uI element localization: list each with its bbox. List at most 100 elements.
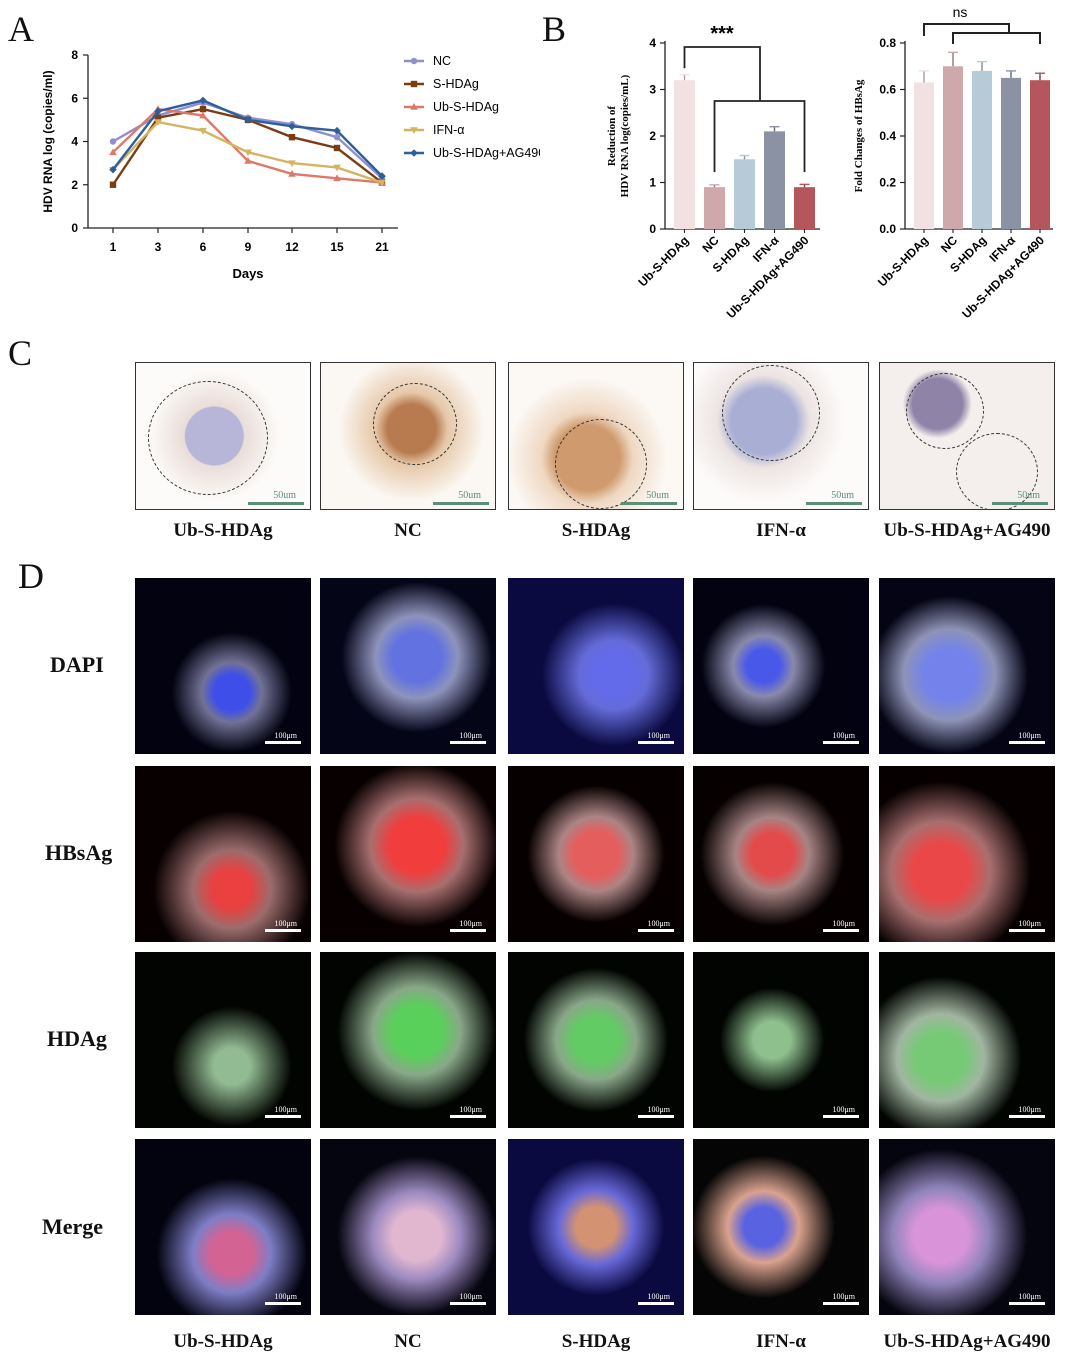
y-tick-label: 2 [649, 129, 656, 143]
y-tick-label: 0.8 [879, 36, 896, 50]
data-point [333, 144, 341, 152]
if-image: 100μm [320, 578, 496, 754]
scale-bar [823, 741, 859, 744]
scale-bar [823, 1302, 859, 1305]
y-tick-label: 1 [649, 176, 656, 190]
y-tick-label: 0 [71, 221, 78, 235]
data-point [199, 105, 207, 113]
bar [1001, 77, 1021, 229]
scale-bar-label: 100μm [459, 919, 482, 928]
scale-bar [823, 1115, 859, 1118]
scale-bar [450, 1302, 486, 1305]
y-tick-label: 2 [71, 178, 78, 192]
y-tick-label: 0.6 [879, 83, 896, 97]
series-line [112, 99, 383, 177]
dashed-circle [722, 365, 820, 461]
dashed-circle [906, 373, 984, 449]
if-caption: NC [394, 1331, 422, 1352]
x-tick-label: NC [699, 233, 721, 255]
x-tick-label: 9 [245, 240, 252, 254]
y-tick-label: 4 [649, 36, 656, 50]
panel-a-letter: A [8, 9, 34, 49]
data-point [288, 133, 296, 141]
if-image: 100μm [135, 1139, 311, 1315]
y-tick-label: 8 [71, 48, 78, 62]
x-tick-label: 3 [155, 240, 162, 254]
bar [764, 131, 785, 229]
data-point [199, 127, 207, 135]
scale-bar-label: 50um [646, 490, 669, 501]
scale-bar [1009, 741, 1045, 744]
scale-bar-label: 100μm [459, 731, 482, 740]
scale-bar [1009, 929, 1045, 932]
data-point [333, 126, 341, 135]
scale-bar-label: 100μm [832, 1292, 855, 1301]
scale-bar-label: 100μm [274, 919, 297, 928]
ihc-image: 50um [508, 362, 684, 510]
line-chart-hdv-rna: 0 2 4 6 8 1 3 6 9 12 15 21 Days HDV RNA log (copies/m… [41, 48, 540, 281]
scale-bar [621, 502, 677, 505]
legend-label: Ub-S-HDAg [433, 100, 499, 114]
data-point [333, 174, 341, 182]
scale-bar-label: 100μm [1018, 1105, 1041, 1114]
if-image: 100μm [320, 1139, 496, 1315]
scale-bar-label: 100μm [274, 731, 297, 740]
scale-bar-label: 100μm [647, 1105, 670, 1114]
significance-bracket [713, 100, 806, 173]
scale-bar [992, 502, 1048, 505]
x-tick-label: 15 [330, 240, 344, 254]
x-tick-label: Ub-S-HDAg [636, 233, 692, 289]
ihc-caption: IFN-α [756, 520, 806, 541]
if-image: 100μm [508, 766, 684, 942]
data-point [244, 156, 252, 164]
significance-label: ns [953, 4, 968, 20]
y-tick-label: 0 [649, 222, 656, 236]
bar [794, 187, 815, 229]
scale-bar-label: 100μm [274, 1105, 297, 1114]
if-image: 100μm [135, 766, 311, 942]
y-axis-label: Fold Changes of HBsAg [853, 79, 865, 192]
scale-bar [638, 1302, 674, 1305]
legend-marker [410, 149, 418, 157]
x-tick-label: NC [938, 233, 960, 255]
legend-marker [410, 103, 418, 110]
ihc-caption: Ub-S-HDAg+AG490 [883, 520, 1051, 541]
scale-bar [450, 741, 486, 744]
if-row-label: DAPI [50, 652, 104, 677]
bar [1030, 80, 1050, 229]
scale-bar [1009, 1115, 1045, 1118]
if-row-label: Merge [42, 1214, 104, 1239]
data-point [333, 133, 341, 141]
legend-marker [410, 127, 418, 134]
data-point [109, 165, 117, 174]
scale-bar [265, 1115, 301, 1118]
scale-bar-label: 50um [458, 490, 481, 501]
scale-bar-label: 100μm [1018, 919, 1041, 928]
data-point [109, 138, 117, 145]
scale-bar-label: 100μm [274, 1292, 297, 1301]
ihc-caption: Ub-S-HDAg [173, 520, 273, 541]
scale-bar [638, 1115, 674, 1118]
y-axis-label: HDV RNA log (copies/ml) [41, 70, 55, 212]
if-image: 100μm [508, 952, 684, 1128]
legend-label: Ub-S-HDAg+AG490 [433, 146, 540, 160]
if-caption: Ub-S-HDAg [173, 1331, 273, 1352]
ihc-image: 50um [693, 362, 869, 510]
y-tick-label: 3 [649, 83, 656, 97]
ihc-caption: NC [394, 520, 422, 541]
x-tick-label: 6 [200, 240, 207, 254]
bar [972, 70, 992, 230]
scale-bar [248, 502, 304, 505]
legend-marker [410, 80, 418, 88]
scale-bar [450, 929, 486, 932]
data-point [154, 107, 162, 116]
data-point [199, 111, 207, 119]
scale-bar [1009, 1302, 1045, 1305]
scale-bar-label: 100μm [832, 731, 855, 740]
if-image: 100μm [693, 766, 869, 942]
if-caption: S-HDAg [561, 1331, 631, 1352]
if-image: 100μm [879, 578, 1055, 754]
if-image: 100μm [693, 952, 869, 1128]
panel-b-letter: B [542, 9, 567, 49]
